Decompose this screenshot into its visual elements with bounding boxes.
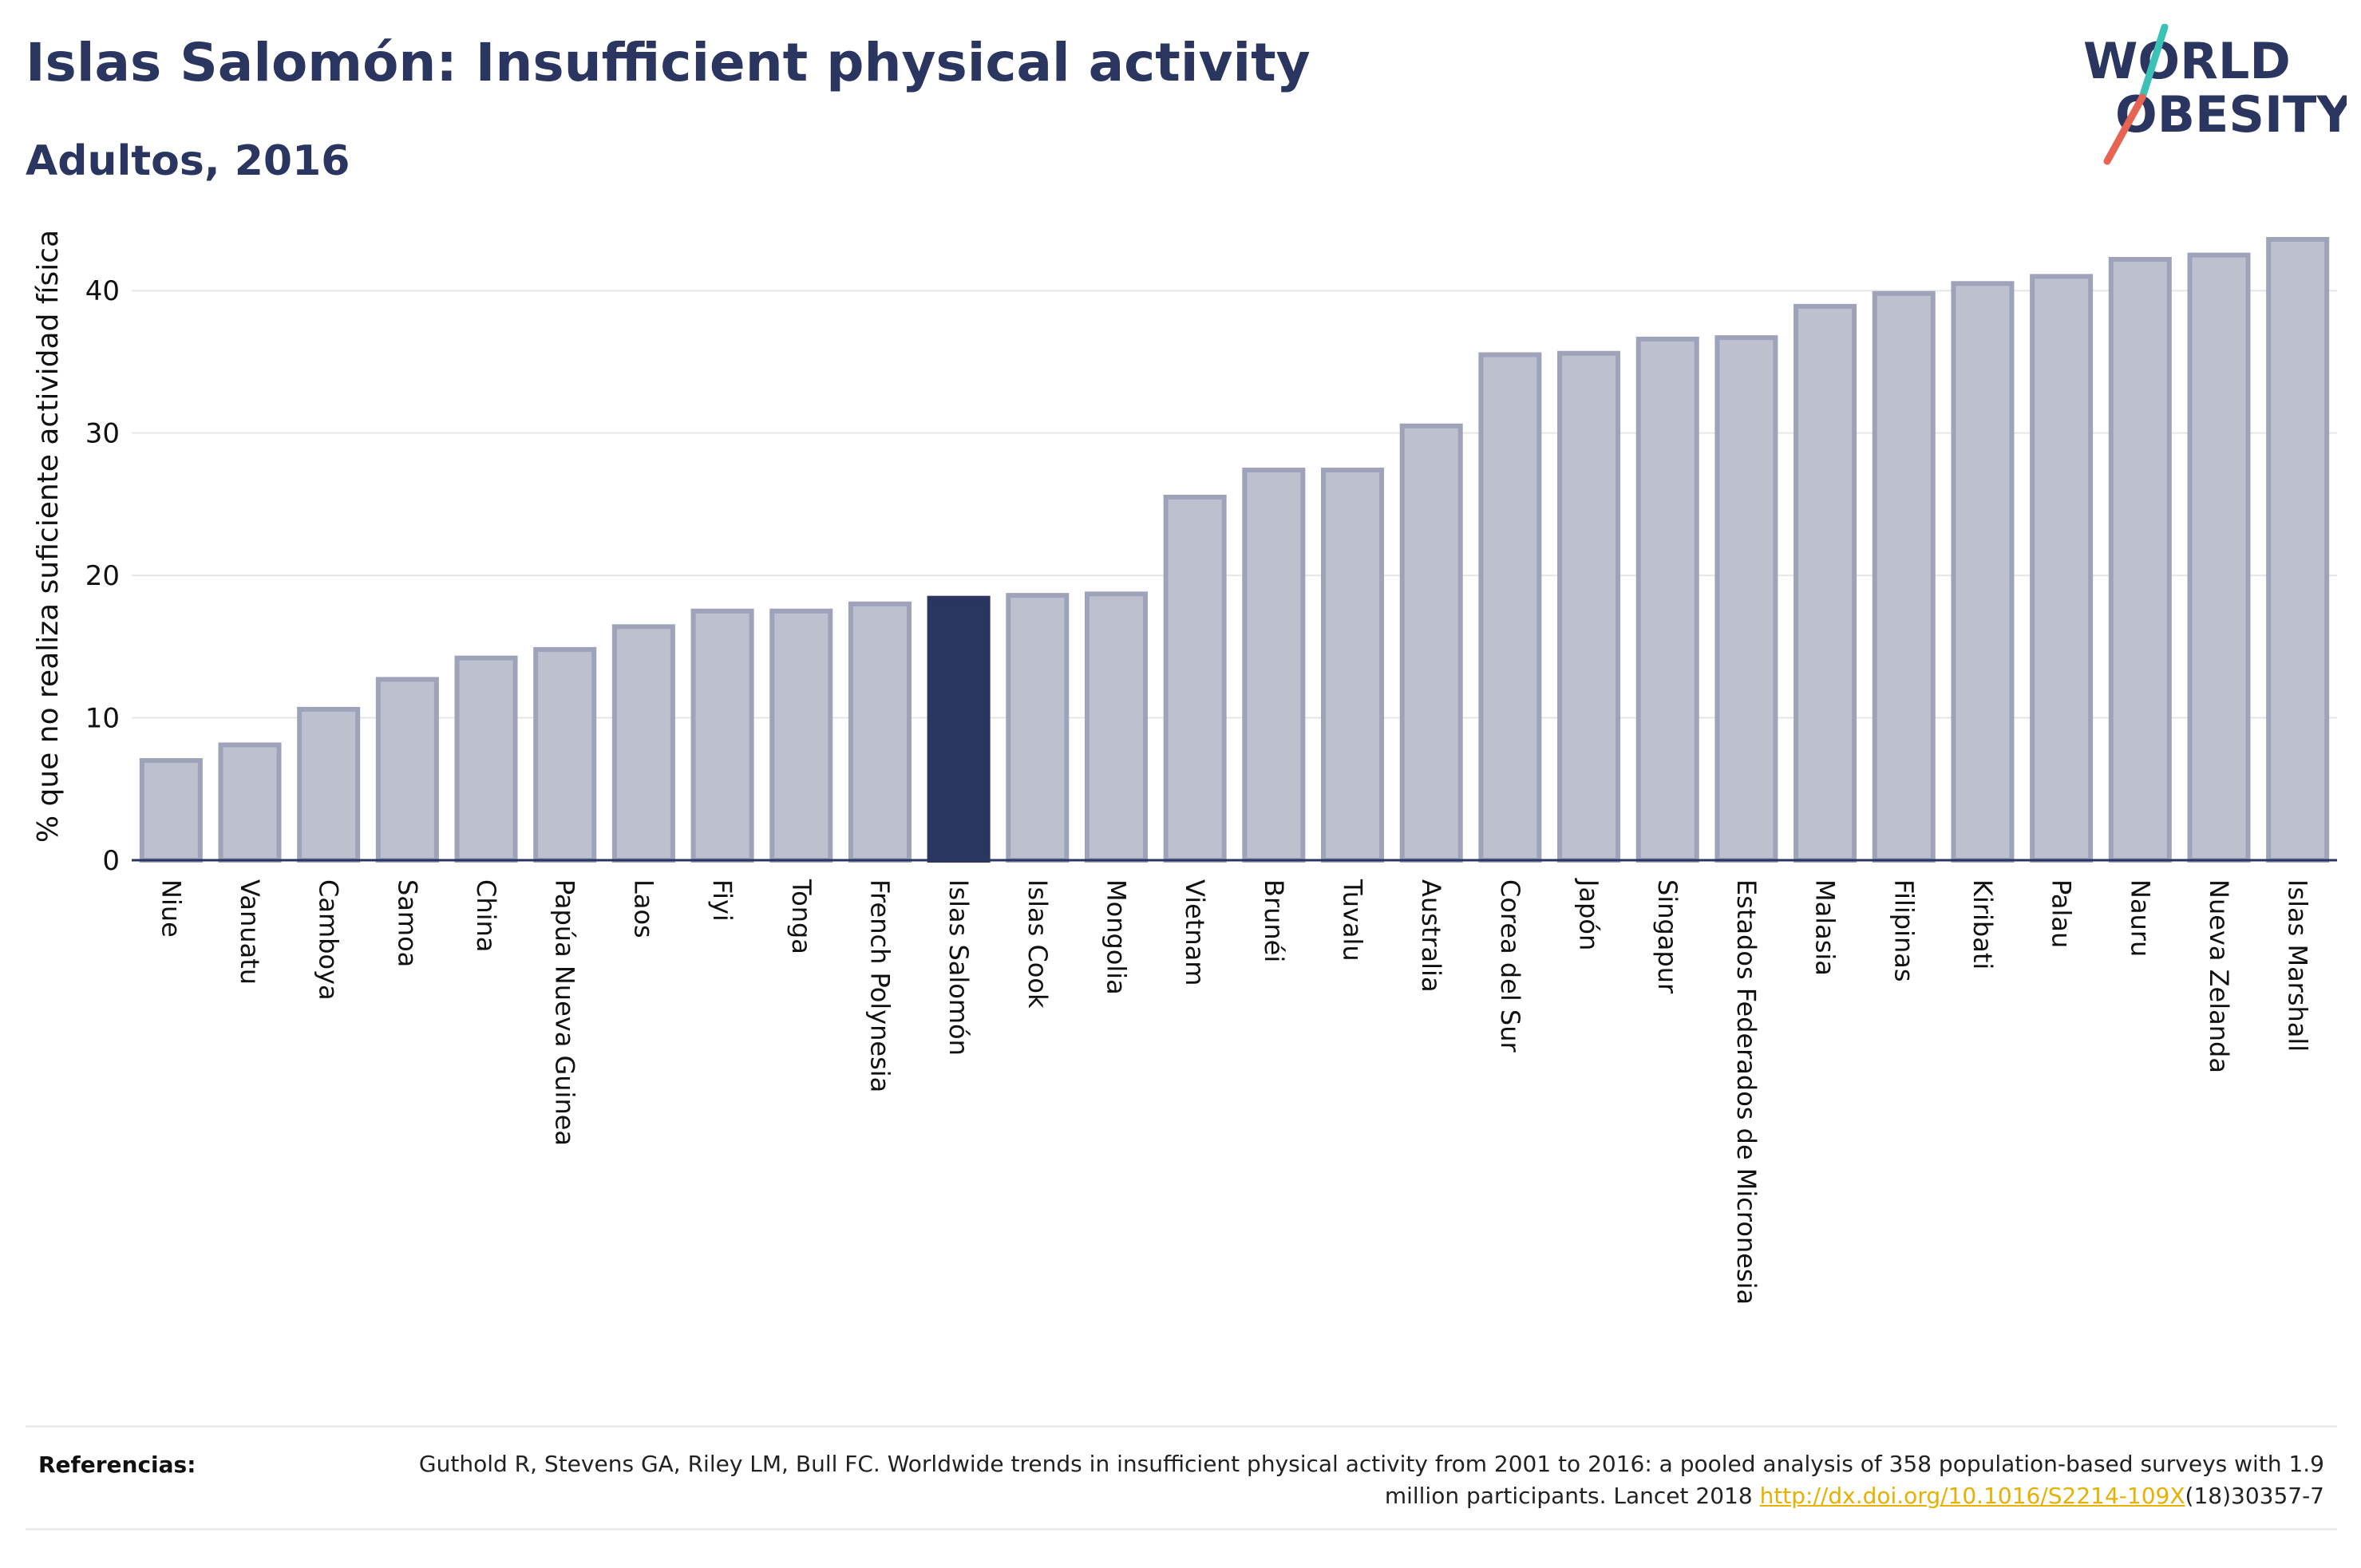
bar [1635, 336, 1699, 863]
reference-text: Guthold R, Stevens GA, Riley LM, Bull FC… [418, 1451, 2324, 1509]
x-category-label: Tuvalu [1338, 879, 1368, 962]
y-tick-label: 40 [85, 275, 120, 307]
y-tick-label: 0 [102, 845, 120, 877]
bar [218, 742, 282, 863]
bar [611, 624, 675, 863]
chart-subtitle: Adultos, 2016 [26, 137, 350, 185]
bar [1399, 423, 1463, 863]
bar [690, 608, 754, 863]
bar [848, 601, 912, 863]
bar [533, 646, 597, 863]
bar [1951, 281, 2015, 863]
y-tick-label: 20 [85, 560, 120, 592]
x-category-label: Samoa [392, 879, 422, 967]
x-category-label: Niue [156, 879, 186, 938]
bar [2108, 256, 2172, 863]
x-category-label: Nauru [2125, 879, 2155, 957]
bar [297, 706, 361, 863]
x-category-label: Kiribati [1968, 879, 1998, 970]
y-axis-title: % que no realiza suficiente actividad fí… [32, 230, 65, 843]
bar [454, 655, 518, 863]
bar [2187, 252, 2251, 863]
axes: 0 10 20 30 40 Niue Vanuatu Camboya Samoa China Pap… [85, 275, 2337, 1305]
bar-chart: 0 10 20 30 40 Niue Vanuatu Camboya Samoa China Pap… [32, 230, 2337, 1305]
logo-slash-teal [2138, 24, 2169, 101]
x-category-label: Papúa Nueva Guinea [550, 879, 580, 1146]
x-category-label: French Polynesia [864, 879, 895, 1092]
world-obesity-logo: WORLD OBESITY [2083, 24, 2347, 165]
reference-suffix: (18)30357-7 [2185, 1483, 2324, 1509]
logo-word-world: WORLD [2083, 32, 2291, 90]
y-tick-label: 10 [85, 703, 120, 735]
x-category-label: Fiyi [707, 879, 738, 922]
x-category-label: Islas Marshall [2283, 879, 2313, 1052]
references-label: Referencias: [38, 1451, 196, 1478]
x-category-label: Camboya [314, 879, 344, 1001]
x-category-label: Islas Salomón [943, 879, 974, 1056]
x-category-label: Filipinas [1888, 879, 1919, 982]
bar [769, 608, 833, 863]
logo-word-obesity: OBESITY [2115, 85, 2347, 144]
x-category-label: Mongolia [1101, 879, 1131, 995]
bar [2266, 236, 2330, 863]
chart-title: Islas Salomón: Insufficient physical act… [26, 32, 1311, 93]
y-tick-label: 30 [85, 418, 120, 450]
bars [139, 236, 2330, 863]
bar [375, 677, 439, 863]
x-category-label: Singapur [1652, 879, 1683, 994]
bar [1714, 335, 1778, 863]
bar [1557, 350, 1621, 863]
x-category-label: China [471, 879, 501, 952]
x-category-label: Laos [628, 879, 658, 938]
reference-doi-link[interactable]: http://dx.doi.org/10.1016/S2214-109X [1759, 1483, 2185, 1509]
x-category-label: Vietnam [1180, 879, 1210, 985]
bar [2030, 274, 2094, 863]
bar [1084, 591, 1148, 863]
x-category-label: Tonga [786, 879, 817, 954]
references-footer: Referencias: Guthold R, Stevens GA, Rile… [26, 1425, 2337, 1530]
x-category-label: Palau [2047, 879, 2077, 948]
bar [1793, 303, 1857, 863]
bar [1006, 593, 1070, 863]
x-category-label: Brunéi [1259, 879, 1289, 962]
x-category-label: Japón [1574, 878, 1604, 950]
x-category-label: Australia [1416, 879, 1446, 993]
bar [1872, 290, 1936, 863]
x-category-label: Corea del Sur [1495, 879, 1525, 1053]
x-category-label: Estados Federados de Micronesia [1731, 879, 1762, 1305]
bar [1478, 352, 1542, 863]
bar [1163, 494, 1227, 863]
bar [139, 758, 203, 863]
reference-citation: Guthold R, Stevens GA, Riley LM, Bull FC… [409, 1448, 2324, 1512]
bar [1242, 468, 1306, 863]
x-category-label: Nueva Zelanda [2204, 879, 2234, 1073]
x-category-label: Malasia [1810, 879, 1841, 976]
logo-slash-coral [2103, 93, 2146, 165]
bar-highlighted [927, 595, 991, 863]
bar [1321, 468, 1385, 863]
x-category-label: Islas Cook [1022, 879, 1053, 1009]
x-category-label: Vanuatu [235, 879, 265, 985]
